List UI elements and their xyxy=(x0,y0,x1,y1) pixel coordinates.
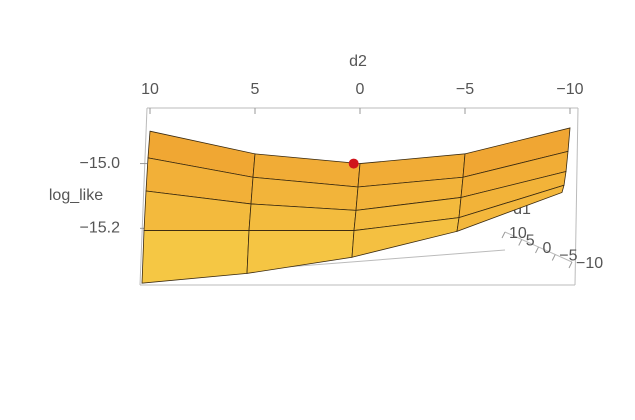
y-tick-label: 10 xyxy=(509,225,527,242)
x-tick-label: −5 xyxy=(456,81,474,98)
y-tick-label: 5 xyxy=(526,233,535,250)
surface xyxy=(141,127,571,284)
x-axis-label: d2 xyxy=(349,53,367,70)
marked-point xyxy=(348,158,359,169)
y-tick-label: −10 xyxy=(576,255,603,272)
y-tick xyxy=(568,261,573,269)
y-tick-label: −5 xyxy=(559,248,577,265)
z-tick-label: −15.2 xyxy=(80,220,121,237)
surface-patch xyxy=(141,230,250,284)
z-axis-label: log_like xyxy=(49,187,103,204)
x-tick-label: 10 xyxy=(141,81,159,98)
x-tick-label: 0 xyxy=(356,81,365,98)
y-tick xyxy=(551,254,556,261)
y-tick xyxy=(535,246,539,254)
x-tick-label: −10 xyxy=(556,81,583,98)
y-tick xyxy=(518,239,523,246)
y-tick-label: 0 xyxy=(543,240,552,257)
surface-patch xyxy=(456,184,565,232)
y-tick xyxy=(501,231,506,239)
x-tick-label: 5 xyxy=(251,81,260,98)
z-tick-label: −15.0 xyxy=(80,155,121,172)
ticks: 10 5 0 −5 −10−15.0−15.2 105 0 −5−10 xyxy=(80,81,604,272)
surface-patch xyxy=(246,230,355,274)
